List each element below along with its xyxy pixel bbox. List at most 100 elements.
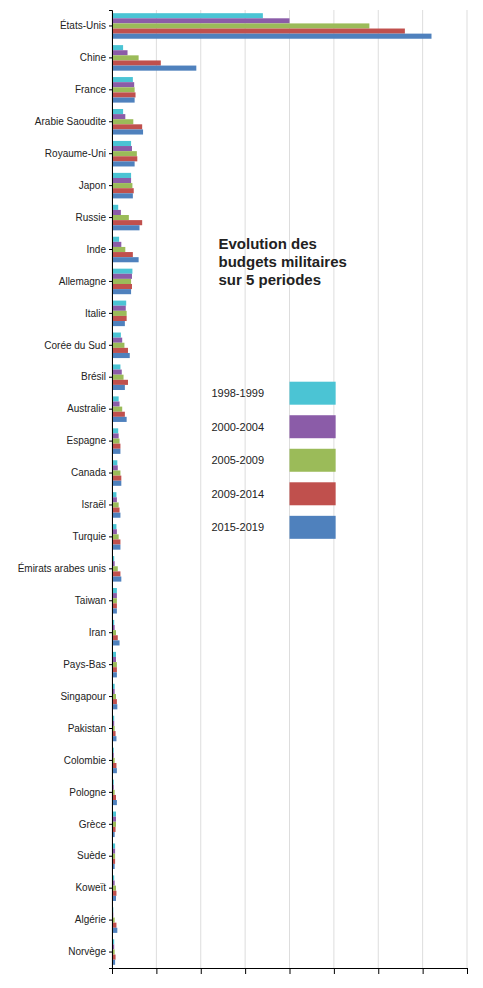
- tick-mark: [109, 409, 112, 410]
- tick-mark: [467, 968, 468, 974]
- y-axis: États-UnisChineFranceArabie SaouditeRoya…: [18, 11, 113, 969]
- tick-label: Corée du Sud: [44, 340, 106, 351]
- tick-mark: [109, 153, 112, 154]
- tick: Émirats arabes unis: [18, 562, 112, 574]
- tick-mark: [201, 968, 202, 974]
- bar: [112, 188, 134, 193]
- tick-mark: [290, 968, 291, 974]
- bar: [112, 407, 122, 412]
- tick-mark: [109, 504, 112, 505]
- legend-label: 2005-2009: [211, 454, 264, 466]
- legend-label: 2009-2014: [211, 488, 264, 500]
- tick-mark: [109, 696, 112, 697]
- grid-line: [156, 10, 157, 968]
- axis-line: [113, 969, 468, 975]
- bar: [112, 82, 134, 87]
- bar: [112, 210, 121, 215]
- bar: [112, 55, 139, 60]
- tick-label: Grèce: [79, 819, 107, 830]
- bar: [112, 571, 120, 576]
- bar: [112, 237, 119, 242]
- tick: Royaume-Uni: [45, 148, 112, 159]
- axis-line: [109, 11, 113, 969]
- bar: [112, 66, 196, 71]
- tick-label: Allemagne: [59, 276, 107, 287]
- tick-mark: [245, 968, 246, 974]
- tick-label: Suède: [77, 850, 106, 861]
- tick-mark: [378, 968, 379, 974]
- tick: Koweït: [75, 882, 112, 893]
- tick-label: Israël: [82, 499, 106, 510]
- bar: [112, 476, 121, 481]
- bar: [112, 178, 131, 183]
- tick-mark: [109, 888, 112, 889]
- tick-label: Inde: [87, 244, 107, 255]
- tick-mark: [109, 473, 112, 474]
- tick: France: [75, 84, 112, 95]
- tick: Corée du Sud: [44, 340, 112, 351]
- tick-label: Royaume-Uni: [45, 148, 106, 159]
- bar: [112, 242, 121, 247]
- bar: [112, 129, 143, 134]
- tick-label: États-Unis: [60, 19, 106, 31]
- tick-mark: [109, 760, 112, 761]
- tick: Singapour: [60, 691, 112, 702]
- bar: [112, 146, 132, 151]
- bar: [112, 183, 132, 188]
- bar: [112, 119, 133, 124]
- bar: [112, 333, 121, 338]
- bar: [112, 289, 131, 294]
- legend-swatch: [290, 482, 336, 505]
- bar: [112, 156, 137, 161]
- legend-item: 2005-2009: [211, 449, 335, 472]
- bar: [112, 13, 263, 18]
- tick: Arabie Saoudite: [35, 116, 112, 127]
- legend-label: 1998-1999: [211, 387, 264, 399]
- tick-mark: [334, 968, 335, 974]
- bar: [112, 470, 120, 475]
- bar: [112, 412, 125, 417]
- tick: États-Unis: [60, 19, 112, 31]
- bar: [112, 640, 120, 645]
- tick-mark: [109, 664, 112, 665]
- tick-label: Australie: [67, 403, 106, 414]
- tick-label: Singapour: [60, 691, 106, 702]
- bar: [112, 109, 123, 114]
- tick: Pakistan: [68, 723, 112, 734]
- bar: [112, 18, 290, 23]
- tick-label: Italie: [85, 308, 107, 319]
- tick-label: Pakistan: [68, 723, 106, 734]
- bar: [112, 247, 125, 252]
- bar: [112, 539, 120, 544]
- tick-label: Colombie: [64, 755, 107, 766]
- bar-series: [112, 23, 369, 954]
- bar: [112, 87, 135, 92]
- bar: [112, 481, 121, 486]
- bar: [112, 60, 161, 65]
- bar: [112, 151, 137, 156]
- bar: [112, 50, 128, 55]
- bar: [112, 364, 120, 369]
- bar: [112, 141, 131, 146]
- bar: [112, 338, 122, 343]
- tick-mark: [109, 249, 112, 250]
- legend-item: 2015-2019: [211, 516, 335, 539]
- tick: Taiwan: [75, 595, 112, 606]
- tick: Espagne: [67, 435, 112, 446]
- tick-mark: [156, 968, 157, 974]
- bar: [112, 92, 136, 97]
- tick: Canada: [71, 467, 112, 478]
- bar: [112, 449, 120, 454]
- legend-swatch: [290, 415, 336, 438]
- bar: [112, 23, 369, 28]
- bar: [112, 316, 127, 321]
- bar: [112, 311, 127, 316]
- tick-label: Turquie: [72, 531, 106, 542]
- bar: [112, 269, 132, 274]
- plot: États-UnisChineFranceArabie SaouditeRoya…: [18, 10, 468, 974]
- bar: [112, 343, 124, 348]
- tick-mark: [109, 121, 112, 122]
- bar: [112, 284, 132, 289]
- tick: Inde: [87, 244, 112, 255]
- bar: [112, 385, 125, 390]
